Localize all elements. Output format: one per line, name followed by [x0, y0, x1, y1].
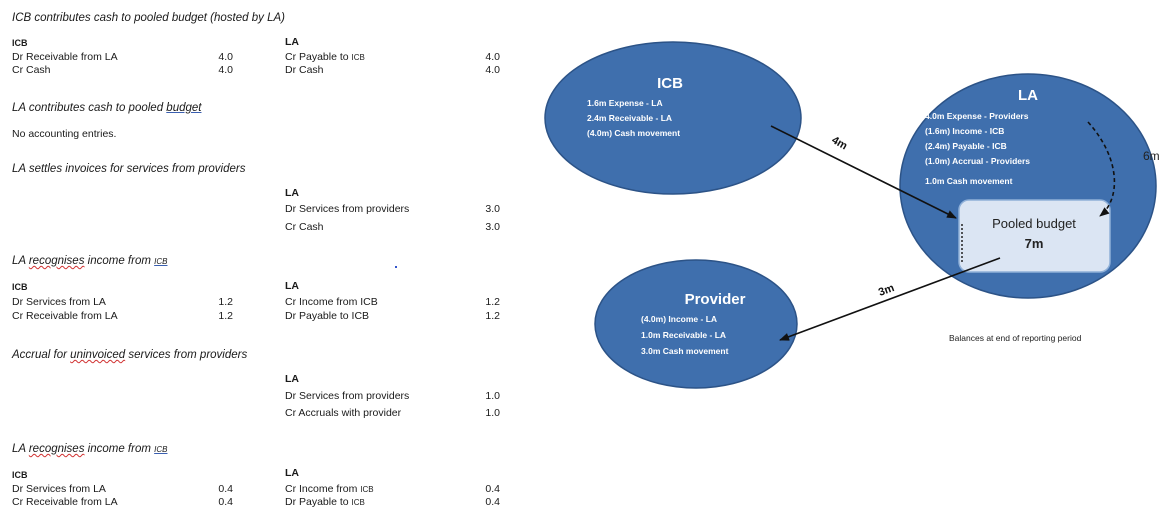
la-line: 4.0m Expense - Providers	[925, 111, 1029, 121]
link-text: budget	[166, 102, 202, 114]
entry-label: Dr Receivable from LA	[12, 51, 118, 63]
icb-column-header: ICB	[12, 470, 28, 480]
entry-amount: 1.2	[485, 296, 500, 308]
entry-label: Dr Payable to ICB	[285, 310, 370, 322]
section-heading: Accrual for uninvoiced services from pro…	[12, 349, 248, 361]
entry-amount: 0.4	[485, 496, 500, 508]
icb-line: (4.0m) Cash movement	[587, 128, 680, 138]
entry-amount: 3.0	[485, 203, 500, 215]
section-heading: LA recognises income from ICB	[12, 255, 168, 267]
entry-label: Dr Services from providers	[285, 203, 410, 215]
provider-line: 1.0m Receivable - LA	[641, 330, 726, 340]
icb-column-header: ICB	[12, 38, 28, 48]
entry-amount: 4.0	[218, 64, 233, 76]
entry-label: Cr Cash	[285, 221, 324, 233]
entry-amount: 1.0	[485, 407, 500, 419]
link-text: ICB	[154, 257, 168, 266]
pooled-to-provider-label: 3m	[877, 282, 896, 299]
entry-label: Cr Receivable from LA	[12, 496, 118, 508]
entry-amount: 3.0	[485, 221, 500, 233]
entry-amount: 0.4	[218, 496, 233, 508]
la-column-header: LA	[285, 280, 299, 292]
link-text: ICB	[154, 445, 168, 454]
la-column-header: LA	[285, 36, 299, 48]
entry-amount: 1.2	[218, 296, 233, 308]
icb-column-header: ICB	[12, 282, 28, 292]
section-heading: ICB contributes cash to pooled budget (h…	[12, 12, 285, 24]
section-heading: LA settles invoices for services from pr…	[12, 163, 246, 175]
la-line: (1.0m) Accrual - Providers	[925, 156, 1030, 166]
icb-line: 2.4m Receivable - LA	[587, 113, 672, 123]
pooled-to-provider-arrow	[779, 257, 1001, 341]
icb-line: 1.6m Expense - LA	[587, 98, 663, 108]
entry-amount: 1.2	[485, 310, 500, 322]
no-entries-note: No accounting entries.	[12, 128, 117, 140]
section-heading: LA recognises income from ICB	[12, 443, 168, 455]
entry-amount: 1.2	[218, 310, 233, 322]
icb-to-pooled-label: 4m	[830, 134, 850, 152]
la-line: (2.4m) Payable - ICB	[925, 141, 1007, 151]
la-column-header: LA	[285, 467, 299, 479]
entry-amount: 0.4	[485, 483, 500, 495]
icb-title: ICB	[657, 75, 683, 92]
entry-amount: 4.0	[485, 51, 500, 63]
icb-to-pooled-arrow	[770, 125, 957, 219]
stray-dot	[395, 266, 397, 268]
provider-title: Provider	[685, 291, 746, 308]
la-column-header: LA	[285, 187, 299, 199]
icb-bubble	[544, 41, 802, 195]
entry-label: Cr Accruals with provider	[285, 407, 402, 419]
entry-label: Cr Cash	[12, 64, 51, 76]
pooled-budget-box	[958, 199, 1111, 273]
entry-label: Dr Services from LA	[12, 296, 106, 308]
la-title: LA	[1018, 87, 1038, 104]
entry-label: Dr Cash	[285, 64, 324, 76]
provider-line: (4.0m) Income - LA	[641, 314, 717, 324]
entry-amount: 4.0	[218, 51, 233, 63]
entry-label: Cr Payable to ICB	[285, 51, 365, 63]
entry-label: Dr Payable to ICB	[285, 496, 365, 508]
entry-label: Cr Income from ICB	[285, 483, 374, 495]
provider-line: 3.0m Cash movement	[641, 346, 729, 356]
provider-bubble	[594, 259, 798, 389]
pooled-budget-title: Pooled budget	[992, 216, 1076, 231]
entry-label: Dr Services from providers	[285, 390, 410, 402]
entry-amount: 1.0	[485, 390, 500, 402]
la-line: (1.6m) Income - ICB	[925, 126, 1004, 136]
la-to-pooled-arrow	[1087, 121, 1116, 217]
la-column-header: LA	[285, 373, 299, 385]
entry-label: Cr Income from ICB	[285, 296, 378, 308]
entry-amount: 4.0	[485, 64, 500, 76]
entry-label: Cr Receivable from LA	[12, 310, 118, 322]
pooled-budget-value: 7m	[1025, 236, 1044, 251]
la-line: 1.0m Cash movement	[925, 176, 1013, 186]
la-to-pooled-label: 6m	[1143, 149, 1160, 163]
entry-amount: 0.4	[218, 483, 233, 495]
diagram-caption: Balances at end of reporting period	[949, 333, 1082, 343]
section-heading: LA contributes cash to pooled budget	[12, 102, 202, 114]
entry-label: Dr Services from LA	[12, 483, 106, 495]
